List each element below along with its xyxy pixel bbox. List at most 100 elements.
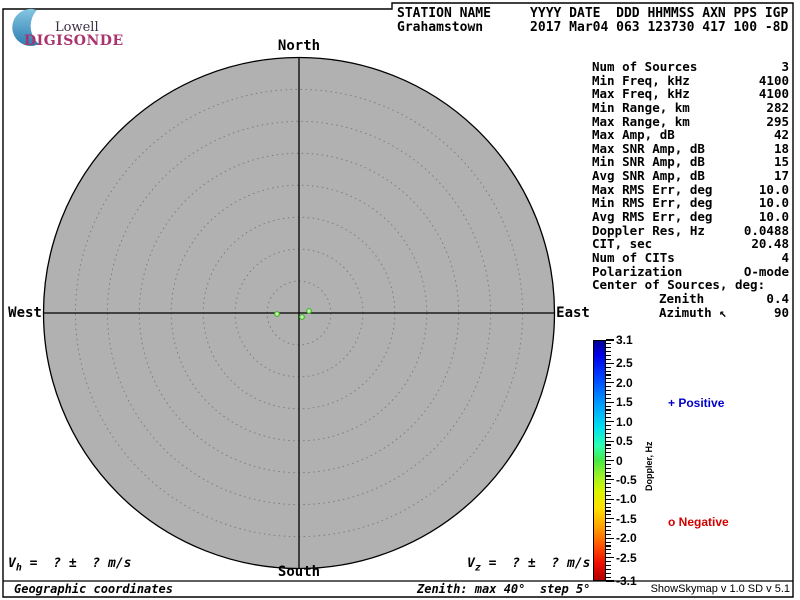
colorbar-tick-label: -0.5: [616, 472, 637, 487]
logo-lowell-text: Lowell: [55, 20, 99, 35]
compass-west-label: West: [8, 305, 42, 321]
colorbar-tick-label: 2.0: [616, 375, 633, 390]
stat-label: Max Freq, kHz: [592, 86, 690, 102]
stat-value: O-mode: [743, 263, 789, 279]
colorbar-major-tick: [606, 498, 614, 500]
stat-value: 4: [781, 249, 789, 265]
stat-value: 0.0488: [743, 222, 789, 238]
colorbar-minor-tick: [606, 378, 611, 380]
colorbar-minor-tick: [606, 389, 611, 392]
logo-digisonde-text: DIGISONDE: [24, 33, 124, 49]
stat-value: 20.48: [751, 236, 789, 252]
stat-row: Avg RMS Err, deg 10.0: [592, 210, 789, 224]
colorbar-tick-label: -1.5: [616, 511, 637, 526]
colorbar-minor-tick: [606, 456, 611, 458]
stat-row: CIT, sec 20.48: [592, 237, 789, 251]
colorbar-major-tick: [606, 580, 614, 582]
colorbar-minor-tick: [606, 533, 611, 535]
colorbar-minor-tick: [606, 545, 611, 547]
colorbar-minor-tick: [606, 561, 611, 563]
colorbar-minor-tick: [606, 424, 611, 427]
positive-doppler-legend: + Positive: [668, 396, 725, 410]
colorbar-major-tick: [606, 339, 614, 341]
colorbar-minor-tick: [606, 409, 611, 411]
stat-label: Doppler Res, Hz: [592, 222, 705, 238]
stat-label: Min Freq, kHz: [592, 72, 690, 88]
colorbar-minor-tick: [606, 541, 611, 543]
colorbar-minor-tick: [606, 351, 611, 353]
stat-row: Azimuth ↖ 90: [592, 305, 789, 320]
vh-subscript: h: [15, 562, 22, 574]
stat-row: Zenith 0.4: [592, 292, 789, 306]
colorbar-minor-tick: [606, 506, 611, 508]
measurement-stats-table: Num of Sources 3 Min Freq, kHz 4100 Max Freq…: [592, 60, 789, 319]
stat-label: Max RMS Err, deg: [592, 181, 713, 197]
colorbar-minor-tick: [606, 568, 611, 570]
stat-row: Max Freq, kHz 4100: [592, 87, 789, 101]
colorbar-tick-label: 1.5: [616, 395, 633, 410]
colorbar-minor-tick: [606, 417, 611, 419]
stat-row: Max Range, km 295: [592, 114, 789, 129]
stat-label: Max SNR Amp, dB: [592, 140, 705, 156]
stat-row: Min RMS Err, deg 10.0: [592, 196, 789, 210]
colorbar-major-tick: [606, 440, 614, 442]
stat-label: Max Amp, dB: [592, 127, 675, 143]
stat-label: Num of CITs: [592, 249, 675, 265]
colorbar-minor-tick: [606, 526, 611, 528]
colorbar-minor-tick: [606, 549, 611, 551]
colorbar-minor-tick: [606, 467, 611, 469]
colorbar-major-tick: [606, 401, 614, 403]
colorbar-minor-tick: [606, 393, 611, 395]
stat-row: Polarization O-mode: [592, 263, 789, 279]
colorbar-minor-tick: [606, 366, 611, 368]
colorbar-minor-tick: [606, 370, 611, 372]
stat-value: [765, 278, 789, 292]
colorbar-minor-tick: [606, 432, 611, 434]
stat-row: Min SNR Amp, dB 15: [592, 155, 789, 169]
stat-value: 4100: [758, 86, 789, 102]
colorbar-minor-tick: [606, 471, 611, 473]
colorbar-title: Doppler, Hz: [644, 441, 654, 491]
colorbar-minor-tick: [606, 491, 611, 493]
stat-label: Avg RMS Err, deg: [592, 209, 713, 225]
colorbar-tick-label: -2.5: [616, 550, 637, 565]
colorbar-minor-tick: [606, 483, 611, 485]
stat-value: 0.4: [766, 290, 789, 306]
colorbar-minor-tick: [606, 514, 611, 516]
compass-north-label: North: [277, 38, 321, 54]
colorbar-minor-tick: [606, 463, 611, 465]
colorbar-tick-label: -2.0: [616, 531, 637, 546]
doppler-source-points: [274, 308, 312, 320]
stat-value: 10.0: [758, 181, 789, 197]
colorbar-minor-tick: [606, 510, 611, 512]
header-columns-line: STATION NAME YYYY DATE DDD HHMMSS AXN PP…: [397, 6, 789, 21]
colorbar-minor-tick: [606, 405, 611, 407]
stat-row: Max SNR Amp, dB 18: [592, 142, 789, 156]
stat-row: Center of Sources, deg:: [592, 278, 789, 292]
skymap-source-point: [299, 314, 305, 320]
header-values-line: Grahamstown 2017 Mar04 063 123730 417 10…: [397, 20, 789, 35]
stat-value: 10.0: [758, 209, 789, 225]
colorbar-tick-label: 0.5: [616, 434, 633, 449]
colorbar-minor-tick: [606, 354, 611, 357]
colorbar-minor-tick: [606, 428, 611, 430]
stat-label: Zenith: [659, 290, 705, 306]
colorbar-minor-tick: [606, 572, 611, 574]
stat-label: Min SNR Amp, dB: [592, 154, 705, 170]
horizontal-velocity-readout: Vh = ? ± ? m/s: [8, 556, 131, 574]
vz-subscript: z: [474, 562, 481, 574]
colorbar-minor-tick: [606, 502, 611, 504]
stat-label: Num of Sources: [592, 59, 698, 74]
colorbar-minor-tick: [606, 494, 611, 497]
skymap-source-point: [306, 308, 312, 314]
stat-row: Num of Sources 3: [592, 60, 789, 74]
colorbar-minor-tick: [606, 576, 611, 578]
colorbar-major-tick: [606, 479, 614, 481]
software-version-label: ShowSkymap v 1.0 SD v 5.1: [650, 583, 790, 595]
colorbar-major-tick: [606, 382, 614, 384]
colorbar-minor-tick: [606, 448, 611, 450]
stat-value: 15: [773, 154, 789, 170]
colorbar-major-tick: [606, 557, 614, 559]
